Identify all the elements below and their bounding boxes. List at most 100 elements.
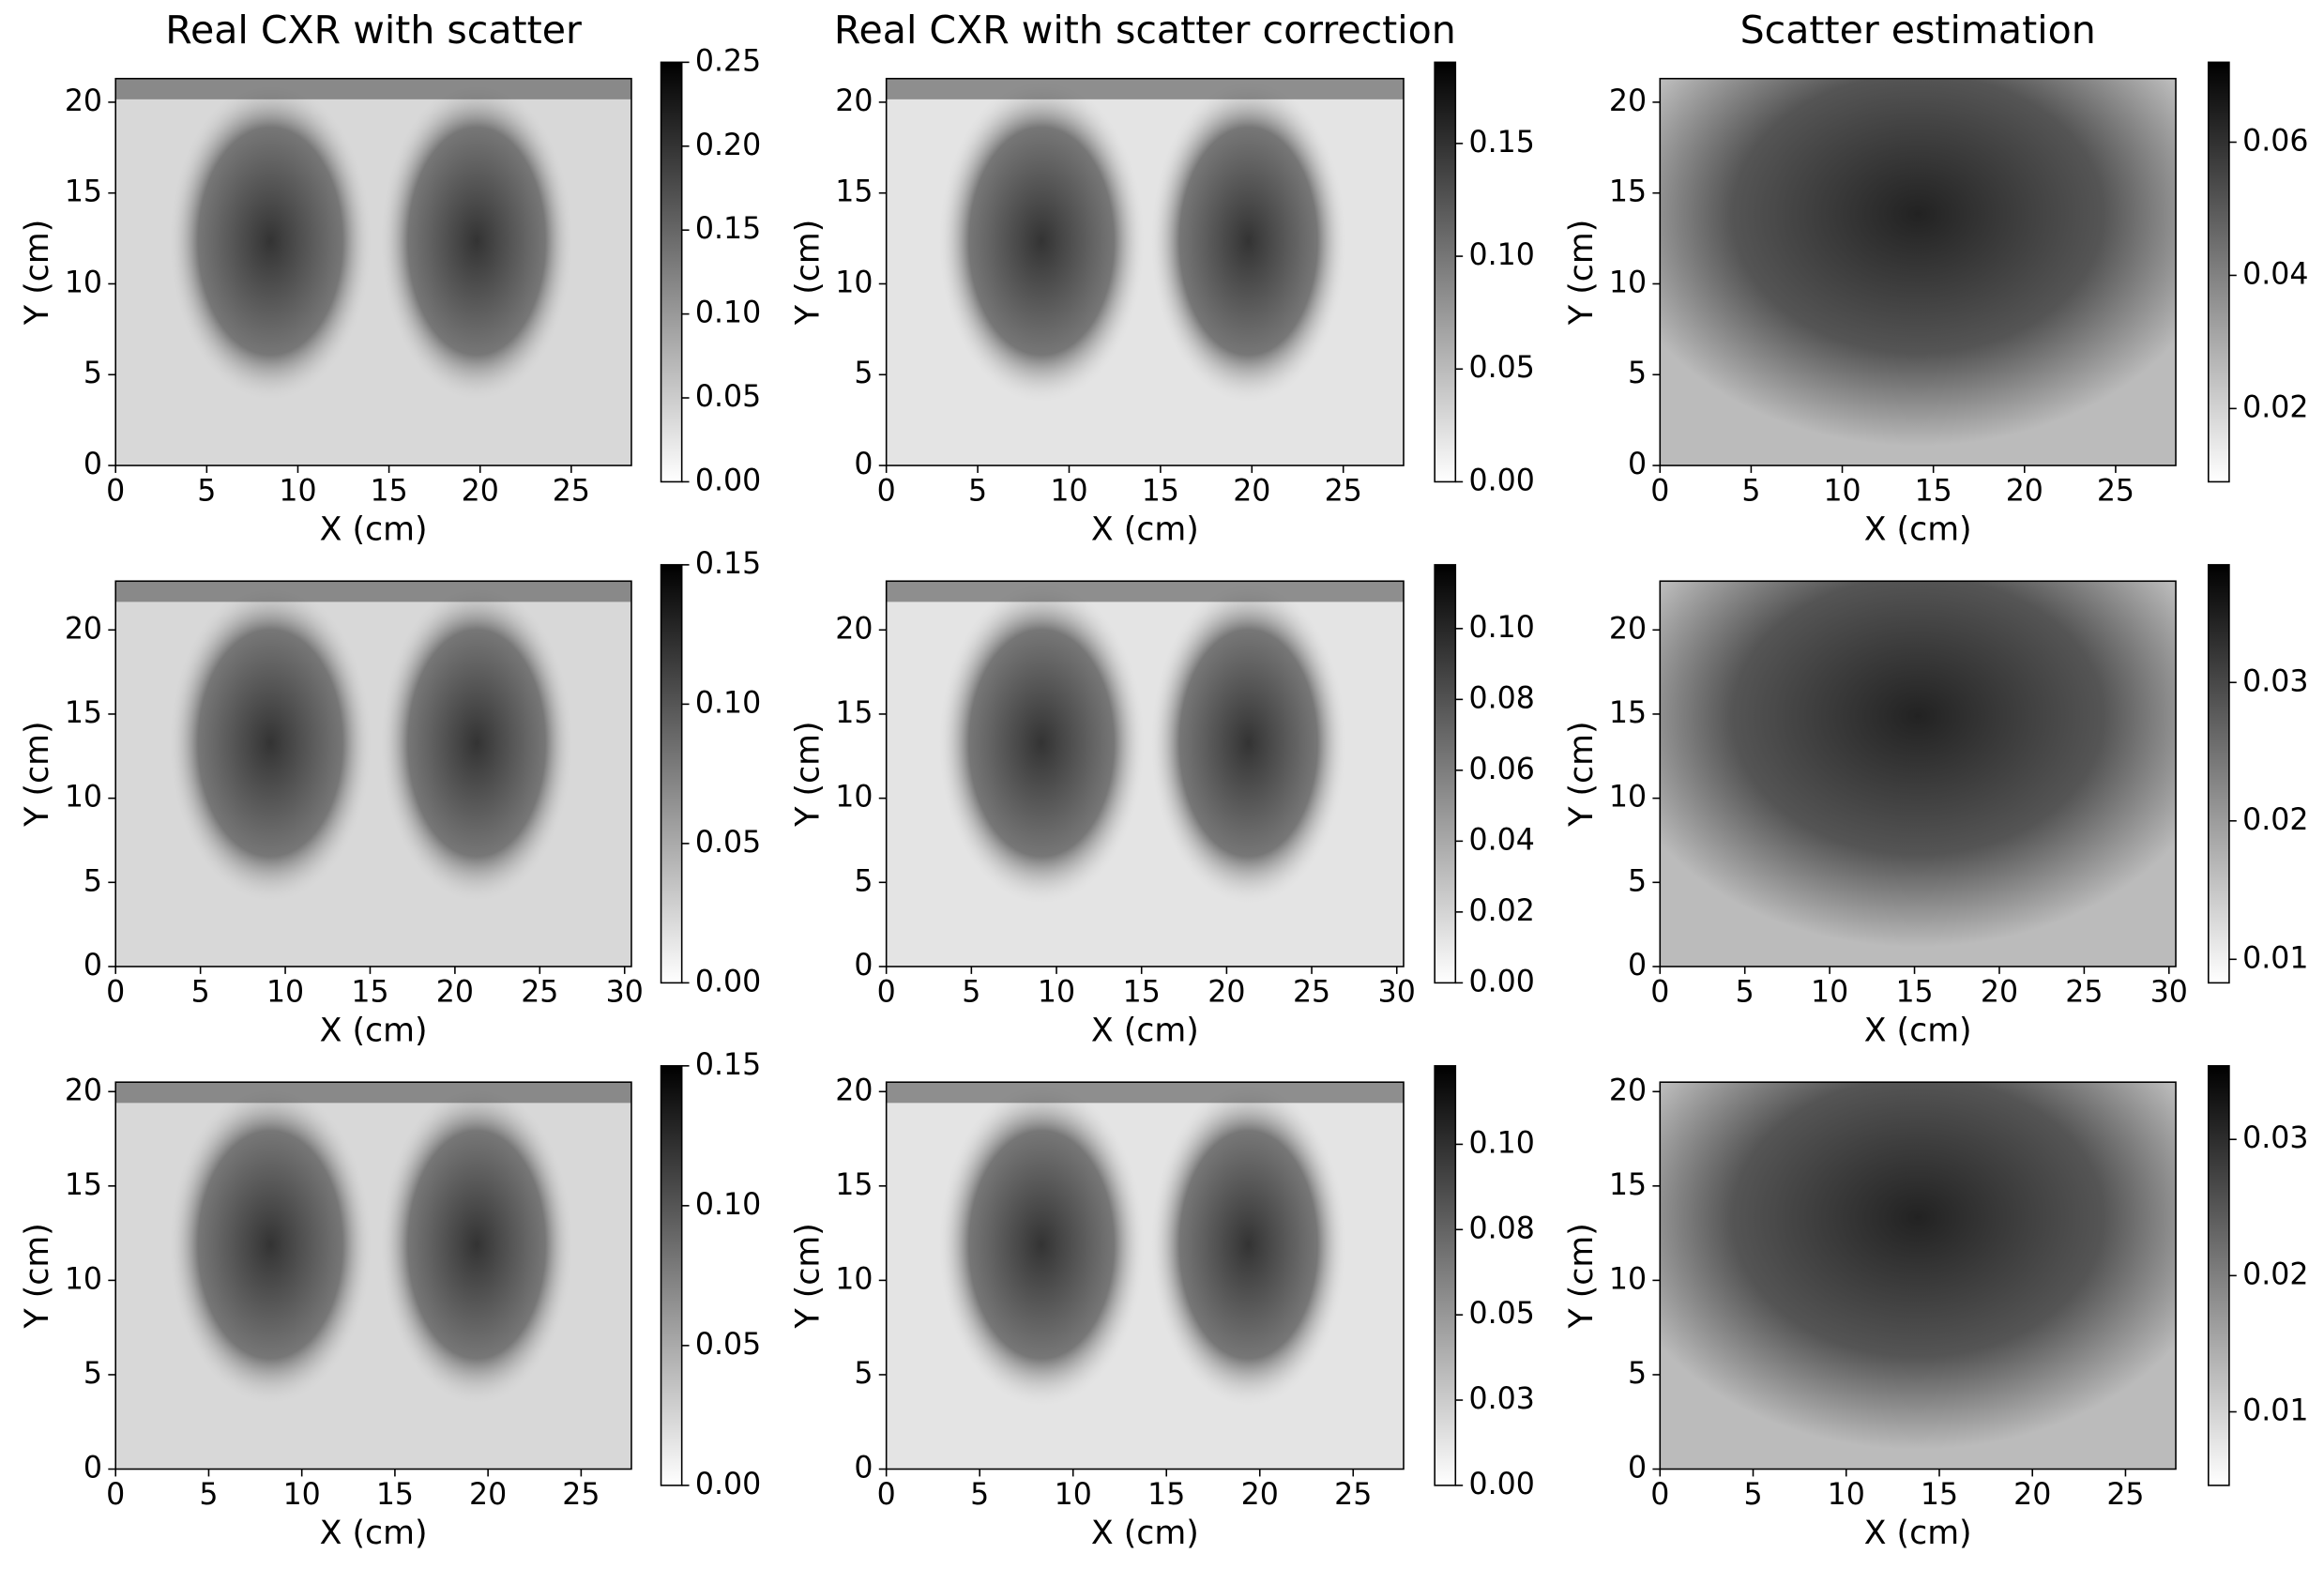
image-lung	[378, 78, 575, 404]
x-tick-label: 30	[1378, 975, 1416, 1009]
x-tick-label: 10	[279, 474, 316, 508]
image-top-band	[115, 78, 631, 99]
axes-frame	[114, 1081, 632, 1470]
colorbar	[660, 61, 683, 483]
x-tick-label: 10	[1050, 474, 1087, 508]
x-tick-label: 10	[283, 1478, 321, 1512]
colorbar-tick-label: 0.03	[2242, 1121, 2308, 1155]
x-axis-label: X (cm)	[1091, 1012, 1199, 1049]
x-tick-label: 5	[968, 474, 987, 508]
panel-title: Real CXR with scatter	[165, 8, 582, 53]
x-tick-label: 25	[521, 975, 558, 1009]
y-tick-label: 20	[1609, 84, 1647, 118]
x-tick-label: 0	[1650, 1478, 1669, 1512]
colorbar-tick-label: 0.15	[695, 212, 761, 246]
x-tick-label: 0	[106, 1478, 125, 1512]
x-tick-label: 25	[562, 1478, 600, 1512]
x-tick-label: 20	[436, 975, 474, 1009]
x-tick-label: 15	[376, 1478, 414, 1512]
y-tick-label: 15	[65, 175, 102, 209]
colorbar	[1434, 564, 1457, 984]
colorbar-tick-label: 0.10	[1469, 611, 1535, 645]
image-lung	[937, 1082, 1146, 1408]
colorbar-tick-label: 0.00	[1469, 1468, 1535, 1501]
y-tick-label: 5	[84, 864, 102, 898]
y-tick-label: 0	[1628, 949, 1647, 983]
colorbar-tick-label: 0.06	[2242, 125, 2308, 159]
colorbar-tick-label: 0.00	[695, 464, 761, 497]
axes-frame	[885, 580, 1405, 967]
x-tick-label: 15	[1123, 975, 1161, 1009]
colorbar-tick-label: 0.04	[2242, 257, 2308, 291]
image-lung	[937, 581, 1146, 906]
axes-frame	[885, 1081, 1405, 1470]
colorbar-tick-label: 0.10	[1469, 1126, 1535, 1160]
y-axis-label: Y (cm)	[790, 721, 828, 827]
y-tick-label: 0	[854, 1452, 873, 1485]
y-tick-label: 15	[835, 175, 873, 209]
y-axis-label: Y (cm)	[19, 721, 56, 827]
y-tick-label: 5	[84, 1357, 102, 1391]
y-tick-label: 10	[65, 266, 102, 299]
y-axis-label: Y (cm)	[1563, 721, 1601, 827]
x-tick-label: 5	[962, 975, 980, 1009]
colorbar-tick-label: 0.06	[1469, 753, 1535, 786]
image-lung	[1149, 78, 1347, 404]
y-tick-label: 5	[854, 864, 873, 898]
x-tick-label: 0	[1650, 474, 1669, 508]
y-tick-label: 0	[84, 448, 102, 481]
x-tick-label: 5	[1743, 1478, 1762, 1512]
y-axis-label: Y (cm)	[1563, 1223, 1601, 1329]
x-tick-label: 15	[1921, 1478, 1958, 1512]
image-lung	[1149, 1082, 1347, 1408]
axes-frame	[885, 77, 1405, 466]
axes-frame	[114, 580, 632, 967]
colorbar-tick-label: 0.05	[695, 380, 761, 414]
x-tick-label: 10	[1038, 975, 1075, 1009]
colorbar-tick-label: 0.15	[695, 547, 761, 581]
y-tick-label: 15	[835, 1168, 873, 1202]
image-lung	[167, 581, 374, 906]
x-tick-label: 25	[1325, 474, 1362, 508]
x-axis-label: X (cm)	[1864, 1515, 1972, 1552]
colorbar-tick-label: 0.02	[2242, 390, 2308, 424]
x-tick-label: 0	[877, 975, 896, 1009]
colorbar-tick-label: 0.15	[1469, 126, 1535, 160]
x-tick-label: 30	[606, 975, 644, 1009]
colorbar-tick-label: 0.08	[1469, 1211, 1535, 1245]
y-tick-label: 15	[65, 696, 102, 730]
colorbar-tick-label: 0.00	[695, 1468, 761, 1501]
x-tick-label: 5	[1736, 975, 1754, 1009]
x-tick-label: 25	[553, 474, 590, 508]
x-axis-label: X (cm)	[1091, 511, 1199, 549]
image-top-band	[886, 1082, 1404, 1104]
x-tick-label: 10	[1811, 975, 1848, 1009]
colorbar	[2207, 564, 2230, 984]
colorbar-tick-label: 0.02	[1469, 894, 1535, 928]
panel-title: Scatter estimation	[1740, 8, 2096, 53]
y-tick-label: 5	[854, 357, 873, 390]
x-tick-label: 20	[1233, 474, 1270, 508]
x-tick-label: 10	[1055, 1478, 1092, 1512]
y-tick-label: 20	[65, 612, 102, 646]
y-tick-label: 5	[1628, 357, 1647, 390]
colorbar-tick-label: 0.10	[695, 686, 761, 720]
image-lung	[378, 1082, 575, 1408]
x-tick-label: 10	[266, 975, 304, 1009]
y-tick-label: 5	[1628, 1357, 1647, 1391]
x-axis-label: X (cm)	[320, 1515, 428, 1552]
y-tick-label: 15	[65, 1168, 102, 1202]
y-tick-label: 15	[1609, 1168, 1647, 1202]
x-axis-label: X (cm)	[1091, 1515, 1199, 1552]
y-tick-label: 10	[65, 781, 102, 815]
y-tick-label: 0	[1628, 1452, 1647, 1485]
axes-frame	[1659, 77, 2177, 466]
colorbar	[2207, 1065, 2230, 1486]
y-tick-label: 15	[1609, 175, 1647, 209]
y-tick-label: 20	[1609, 1074, 1647, 1107]
colorbar-tick-label: 0.08	[1469, 681, 1535, 715]
x-tick-label: 10	[1828, 1478, 1865, 1512]
x-tick-label: 20	[2006, 474, 2043, 508]
